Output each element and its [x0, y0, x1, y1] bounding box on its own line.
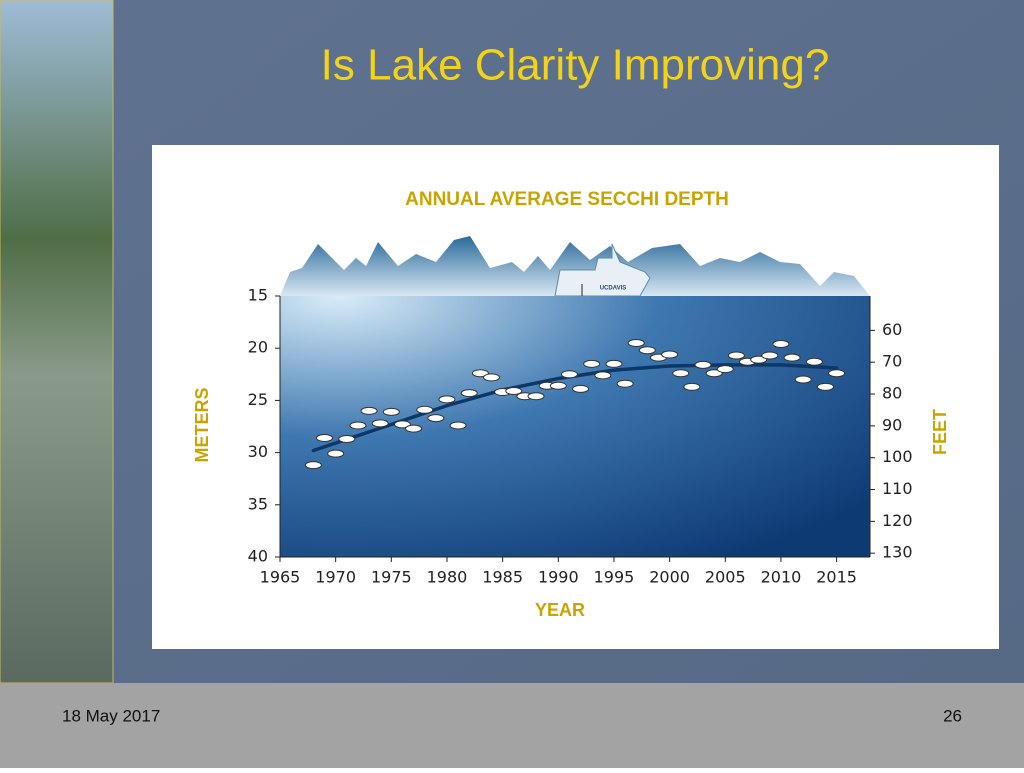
- trend-line: [311, 363, 839, 453]
- secchi-disk: [304, 461, 322, 470]
- x-tick-label: 1995: [594, 568, 635, 587]
- x-tick-label: 2000: [649, 568, 690, 587]
- y2-tick-label: 80: [882, 384, 902, 403]
- secchi-disk: [583, 359, 601, 368]
- y2-tick-label: 110: [882, 479, 913, 498]
- x-tick-label: 2015: [816, 568, 857, 587]
- y2-tick-label: 90: [882, 415, 902, 434]
- page-number: 26: [943, 706, 962, 725]
- secchi-disk: [627, 338, 645, 347]
- secchi-disk: [772, 340, 790, 349]
- x-tick-label: 1970: [315, 568, 356, 587]
- secchi-disk: [449, 421, 467, 430]
- secchi-disk: [638, 346, 656, 355]
- secchi-disk: [694, 360, 712, 369]
- secchi-disk: [438, 395, 456, 404]
- y2-axis-label: FEET: [930, 409, 950, 455]
- boat-label: UCDAVIS: [600, 286, 627, 292]
- y2-tick-label: 120: [882, 511, 913, 530]
- secchi-disk: [683, 382, 701, 391]
- secchi-disk: [716, 365, 734, 374]
- y-tick-label: 40: [248, 547, 268, 566]
- x-axis-label: YEAR: [535, 600, 585, 620]
- secchi-disk: [338, 435, 356, 444]
- chart-title: ANNUAL AVERAGE SECCHI DEPTH: [405, 189, 729, 210]
- secchi-disk: [661, 350, 679, 359]
- x-tick-label: 1975: [371, 568, 412, 587]
- y2-tick-label: 130: [882, 543, 913, 562]
- secchi-disk: [427, 414, 445, 423]
- y-axis-label: METERS: [192, 387, 212, 462]
- x-tick-label: 1990: [538, 568, 579, 587]
- secchi-disk: [560, 370, 578, 379]
- secchi-disk: [527, 392, 545, 401]
- secchi-disk: [794, 375, 812, 384]
- date: 18 May 2017: [62, 706, 160, 725]
- secchi-disk: [505, 387, 523, 396]
- secchi-disk: [405, 424, 423, 433]
- secchi-disk: [371, 419, 389, 428]
- secchi-disk: [761, 351, 779, 360]
- y-tick-label: 15: [248, 286, 268, 305]
- side-photo: [0, 0, 114, 684]
- secchi-disk: [483, 373, 501, 382]
- secchi-disk: [416, 405, 434, 414]
- secchi-disk: [828, 369, 846, 378]
- secchi-disk: [672, 369, 690, 378]
- x-tick-label: 1985: [482, 568, 523, 587]
- secchi-disk: [727, 351, 745, 360]
- y-tick-label: 20: [248, 338, 268, 357]
- secchi-disk: [705, 369, 723, 378]
- x-tick-label: 2010: [761, 568, 802, 587]
- secchi-disk: [605, 359, 623, 368]
- x-tick-label: 2005: [705, 568, 746, 587]
- secchi-disk: [316, 433, 334, 442]
- secchi-disk: [471, 369, 489, 378]
- y-tick-label: 35: [248, 494, 268, 513]
- secchi-disk: [572, 384, 590, 393]
- secchi-disk: [805, 357, 823, 366]
- y-tick-label: 25: [248, 390, 268, 409]
- y2-tick-label: 70: [882, 352, 902, 371]
- y2-tick-label: 100: [882, 447, 913, 466]
- slide-title: Is Lake Clarity Improving?: [321, 41, 830, 90]
- secchi-disk: [816, 382, 834, 391]
- boat: [554, 243, 651, 297]
- mountains: [280, 236, 870, 296]
- secchi-disk: [393, 420, 411, 429]
- secchi-disk: [327, 449, 345, 458]
- footer: [0, 683, 1024, 768]
- secchi-disk: [360, 406, 378, 415]
- secchi-disk: [594, 371, 612, 380]
- secchi-disk: [349, 421, 367, 430]
- secchi-disk: [750, 355, 768, 364]
- x-tick-label: 1965: [260, 568, 301, 587]
- secchi-disk: [460, 389, 478, 398]
- secchi-disk: [382, 407, 400, 416]
- y2-tick-label: 60: [882, 320, 902, 339]
- secchi-disk: [549, 381, 567, 390]
- plot-area: [280, 296, 870, 557]
- x-tick-label: 1980: [427, 568, 468, 587]
- secchi-disk: [783, 353, 801, 362]
- y-tick-label: 30: [248, 442, 268, 461]
- secchi-disk: [616, 379, 634, 388]
